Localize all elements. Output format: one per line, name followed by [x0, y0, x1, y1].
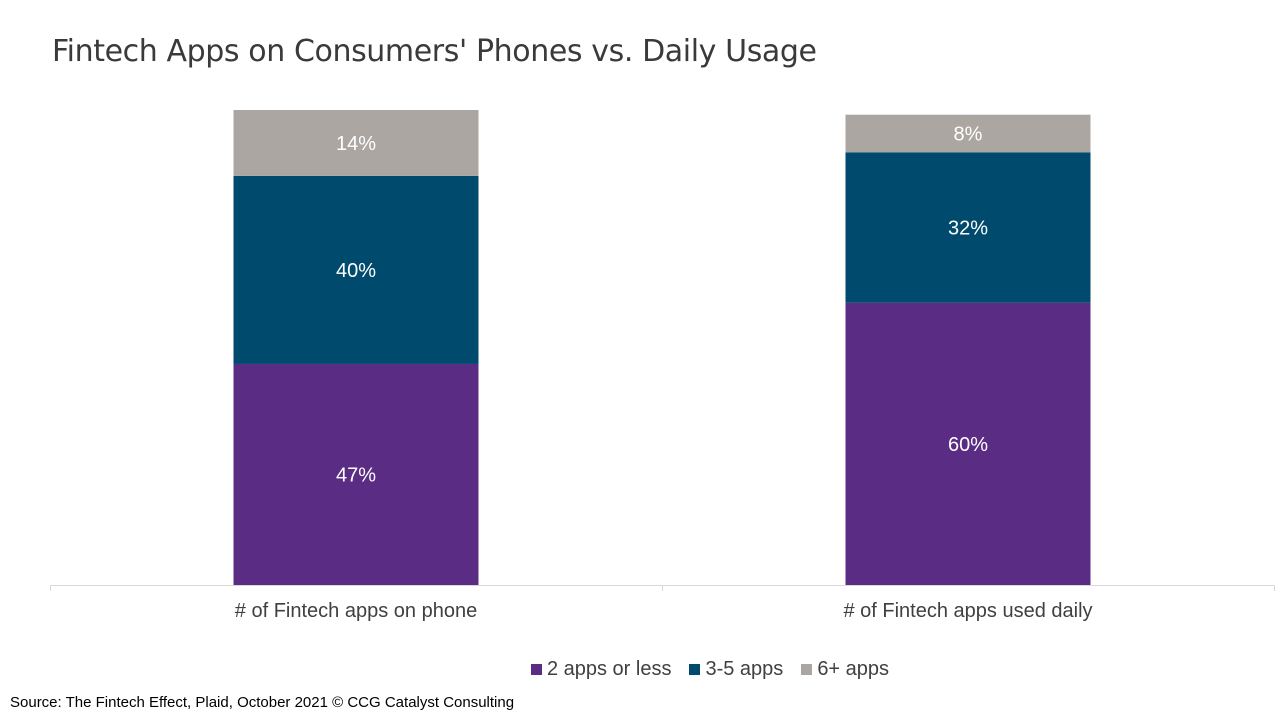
legend-swatch: [801, 664, 813, 675]
bar-segment: [233, 175, 479, 364]
chart-title: Fintech Apps on Consumers' Phones vs. Da…: [52, 34, 817, 69]
legend-label: 3-5 apps: [705, 658, 784, 680]
chart-legend: 2 apps or less 3-5 apps 6+ apps: [0, 658, 1280, 681]
data-label: 8%: [954, 124, 983, 146]
legend-item: 6+ apps: [801, 658, 889, 681]
legend-item: 2 apps or less: [530, 658, 672, 681]
data-label: 14%: [336, 133, 376, 155]
category-label: # of Fintech apps on phone: [235, 600, 477, 622]
legend-swatch: [530, 664, 542, 675]
legend-swatch: [689, 664, 701, 675]
data-label: 60%: [948, 434, 988, 456]
bar-segment: [233, 110, 479, 176]
category-label: # of Fintech apps used daily: [843, 600, 1092, 622]
legend-label: 6+ apps: [817, 658, 890, 680]
data-label: 47%: [336, 464, 376, 486]
bar-segment: [845, 152, 1091, 303]
data-label: 40%: [336, 260, 376, 282]
bar-segment: [233, 363, 479, 585]
bar-segment: [845, 114, 1091, 153]
data-label: 32%: [948, 218, 988, 240]
stacked-bar-chart: 47% 40% 14% # of Fintech apps on phone 60% 32…: [50, 110, 1275, 622]
bar-segment: [845, 302, 1091, 585]
source-note: Source: The Fintech Effect, Plaid, Octob…: [10, 694, 515, 711]
legend-item: 3-5 apps: [689, 658, 783, 681]
legend-label: 2 apps or less: [546, 658, 672, 680]
